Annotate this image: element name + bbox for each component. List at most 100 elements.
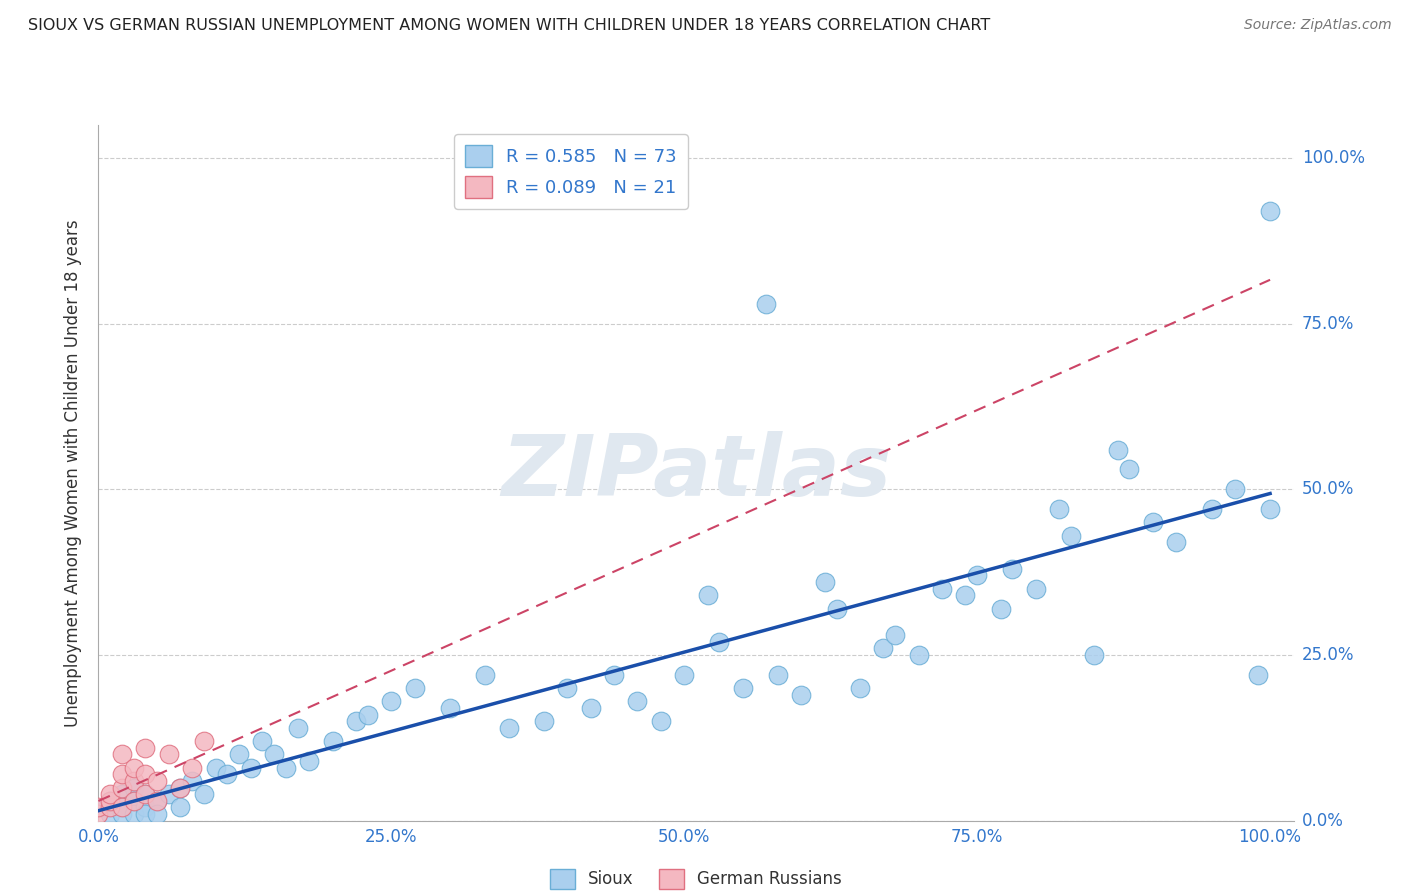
- Point: [955, 588, 977, 602]
- Point: [111, 800, 134, 814]
- Point: [122, 794, 145, 808]
- Point: [709, 634, 731, 648]
- Point: [157, 787, 180, 801]
- Point: [825, 601, 848, 615]
- Point: [931, 582, 953, 596]
- Point: [603, 668, 626, 682]
- Point: [966, 568, 988, 582]
- Point: [98, 787, 121, 801]
- Text: SIOUX VS GERMAN RUSSIAN UNEMPLOYMENT AMONG WOMEN WITH CHILDREN UNDER 18 YEARS CO: SIOUX VS GERMAN RUSSIAN UNEMPLOYMENT AMO…: [28, 18, 990, 33]
- Point: [134, 740, 156, 755]
- Point: [252, 734, 274, 748]
- Point: [98, 800, 121, 814]
- Legend: Sioux, German Russians: Sioux, German Russians: [543, 863, 849, 892]
- Point: [169, 780, 191, 795]
- Point: [1166, 535, 1188, 549]
- Text: ZIPatlas: ZIPatlas: [501, 431, 891, 515]
- Point: [87, 800, 110, 814]
- Point: [134, 787, 156, 801]
- Point: [122, 780, 145, 795]
- Y-axis label: Unemployment Among Women with Children Under 18 years: Unemployment Among Women with Children U…: [65, 219, 83, 727]
- Point: [134, 807, 156, 822]
- Point: [287, 721, 309, 735]
- Point: [263, 747, 285, 762]
- Point: [217, 767, 239, 781]
- Point: [146, 794, 169, 808]
- Point: [146, 807, 169, 822]
- Point: [872, 641, 894, 656]
- Text: 25.0%: 25.0%: [1302, 646, 1354, 664]
- Point: [626, 694, 648, 708]
- Point: [122, 794, 145, 808]
- Point: [696, 588, 718, 602]
- Point: [98, 807, 121, 822]
- Text: 50.0%: 50.0%: [1302, 480, 1354, 499]
- Point: [87, 807, 110, 822]
- Point: [1142, 516, 1164, 530]
- Point: [790, 688, 813, 702]
- Point: [673, 668, 696, 682]
- Point: [1223, 483, 1246, 497]
- Point: [907, 648, 929, 662]
- Point: [193, 787, 215, 801]
- Point: [169, 780, 191, 795]
- Point: [1025, 582, 1047, 596]
- Point: [157, 747, 180, 762]
- Point: [111, 780, 134, 795]
- Point: [344, 714, 367, 729]
- Text: Source: ZipAtlas.com: Source: ZipAtlas.com: [1244, 18, 1392, 32]
- Point: [1201, 502, 1223, 516]
- Point: [1247, 668, 1270, 682]
- Point: [731, 681, 754, 695]
- Point: [1001, 562, 1024, 576]
- Point: [533, 714, 555, 729]
- Point: [122, 807, 145, 822]
- Point: [1258, 502, 1281, 516]
- Point: [650, 714, 672, 729]
- Point: [766, 668, 789, 682]
- Point: [849, 681, 872, 695]
- Point: [274, 761, 297, 775]
- Point: [884, 628, 907, 642]
- Point: [111, 807, 134, 822]
- Point: [990, 601, 1012, 615]
- Point: [146, 794, 169, 808]
- Point: [122, 773, 145, 788]
- Point: [474, 668, 496, 682]
- Point: [181, 773, 204, 788]
- Point: [814, 575, 837, 590]
- Text: 100.0%: 100.0%: [1302, 149, 1365, 167]
- Point: [134, 800, 156, 814]
- Point: [111, 800, 134, 814]
- Point: [555, 681, 578, 695]
- Point: [111, 787, 134, 801]
- Point: [1047, 502, 1070, 516]
- Point: [1107, 442, 1129, 457]
- Point: [579, 701, 602, 715]
- Point: [204, 761, 226, 775]
- Point: [439, 701, 461, 715]
- Point: [322, 734, 344, 748]
- Point: [239, 761, 262, 775]
- Text: 75.0%: 75.0%: [1302, 315, 1354, 333]
- Text: 0.0%: 0.0%: [1302, 812, 1344, 830]
- Point: [122, 761, 145, 775]
- Point: [98, 794, 121, 808]
- Point: [169, 800, 191, 814]
- Point: [228, 747, 250, 762]
- Point: [498, 721, 520, 735]
- Point: [1060, 529, 1083, 543]
- Point: [380, 694, 402, 708]
- Point: [111, 747, 134, 762]
- Point: [134, 767, 156, 781]
- Point: [93, 800, 115, 814]
- Point: [181, 761, 204, 775]
- Point: [111, 767, 134, 781]
- Point: [755, 297, 778, 311]
- Point: [1258, 204, 1281, 219]
- Point: [298, 754, 321, 768]
- Point: [1083, 648, 1105, 662]
- Point: [146, 773, 169, 788]
- Point: [98, 794, 121, 808]
- Point: [193, 734, 215, 748]
